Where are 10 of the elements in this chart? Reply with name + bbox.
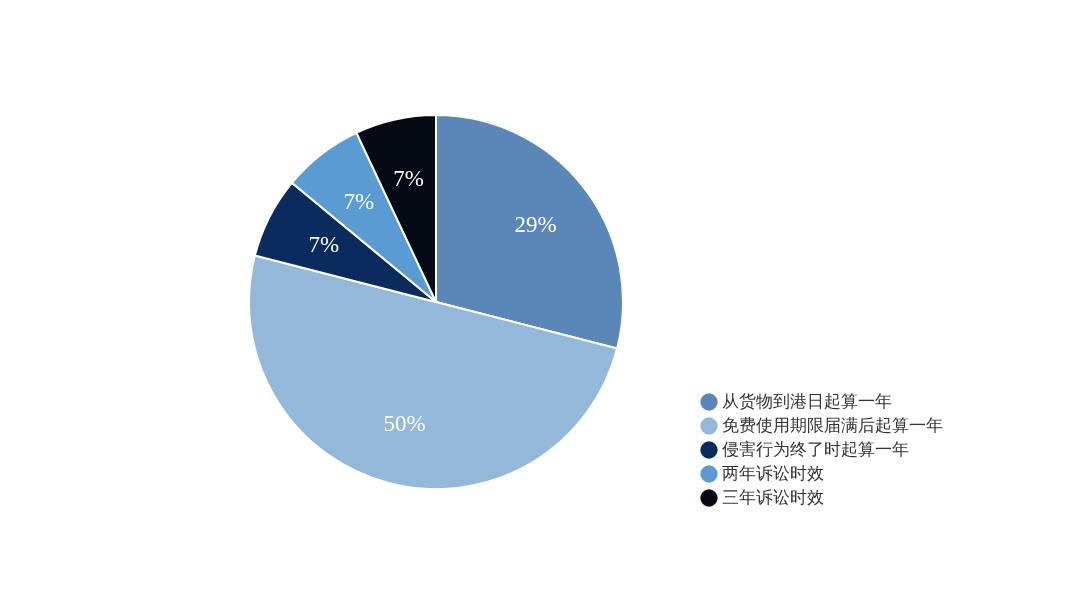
data-label: 50%: [383, 411, 426, 437]
legend-label: 从货物到港日起算一年: [722, 391, 892, 411]
legend-label: 侵害行为终了时起算一年: [722, 439, 909, 459]
data-label: 29%: [514, 211, 557, 237]
legend-label: 三年诉讼时效: [722, 487, 824, 507]
data-label: 7%: [393, 166, 424, 192]
legend-label: 两年诉讼时效: [722, 463, 824, 483]
legend-label: 免费使用期限届满后起算一年: [722, 415, 943, 435]
data-label: 7%: [343, 189, 375, 215]
data-label: 7%: [308, 231, 340, 257]
